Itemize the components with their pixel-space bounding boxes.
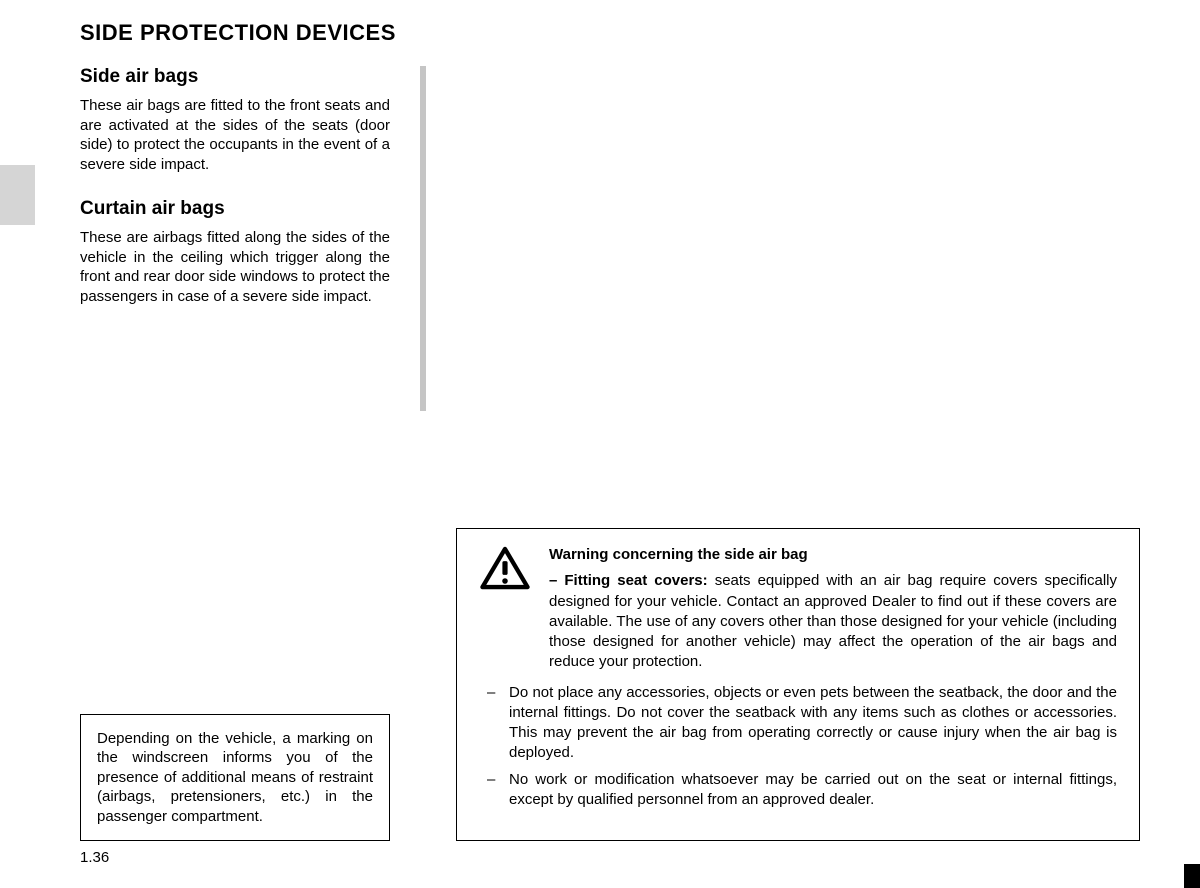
warning-bullet: No work or modification whatsoever may b… bbox=[479, 770, 1117, 811]
page-container: SIDE PROTECTION DEVICES Side air bags Th… bbox=[0, 0, 1200, 888]
warning-header: Warning concerning the side air bag – Fi… bbox=[479, 545, 1117, 673]
corner-mark bbox=[1184, 864, 1200, 888]
page-title: SIDE PROTECTION DEVICES bbox=[80, 20, 1140, 46]
side-airbags-heading: Side air bags bbox=[80, 66, 390, 88]
right-column: Warning concerning the side air bag – Fi… bbox=[456, 66, 1140, 846]
warning-fitting: – Fitting seat covers: seats equipped wi… bbox=[549, 571, 1117, 672]
warning-icon-col bbox=[479, 545, 531, 673]
curtain-airbags-body: These are airbags fitted along the sides… bbox=[80, 228, 390, 306]
warning-title: Warning concerning the side air bag bbox=[549, 545, 1117, 565]
warning-bullet: Do not place any accessories, objects or… bbox=[479, 683, 1117, 764]
side-airbags-body: These air bags are fitted to the front s… bbox=[80, 96, 390, 174]
warning-box: Warning concerning the side air bag – Fi… bbox=[456, 528, 1140, 841]
warning-bullets: Do not place any accessories, objects or… bbox=[479, 683, 1117, 811]
column-divider bbox=[420, 66, 426, 411]
note-box: Depending on the vehicle, a mark­ing on … bbox=[80, 714, 390, 842]
warning-content: Warning concerning the side air bag – Fi… bbox=[549, 545, 1117, 673]
curtain-airbags-heading: Curtain air bags bbox=[80, 198, 390, 220]
note-body: Depending on the vehicle, a mark­ing on … bbox=[97, 730, 373, 825]
page-number: 1.36 bbox=[80, 849, 109, 866]
fitting-label: – Fitting seat covers: bbox=[549, 572, 708, 589]
left-column: Side air bags These air bags are fitted … bbox=[80, 66, 390, 846]
content-columns: Side air bags These air bags are fitted … bbox=[80, 66, 1140, 846]
warning-triangle-icon bbox=[479, 545, 531, 591]
